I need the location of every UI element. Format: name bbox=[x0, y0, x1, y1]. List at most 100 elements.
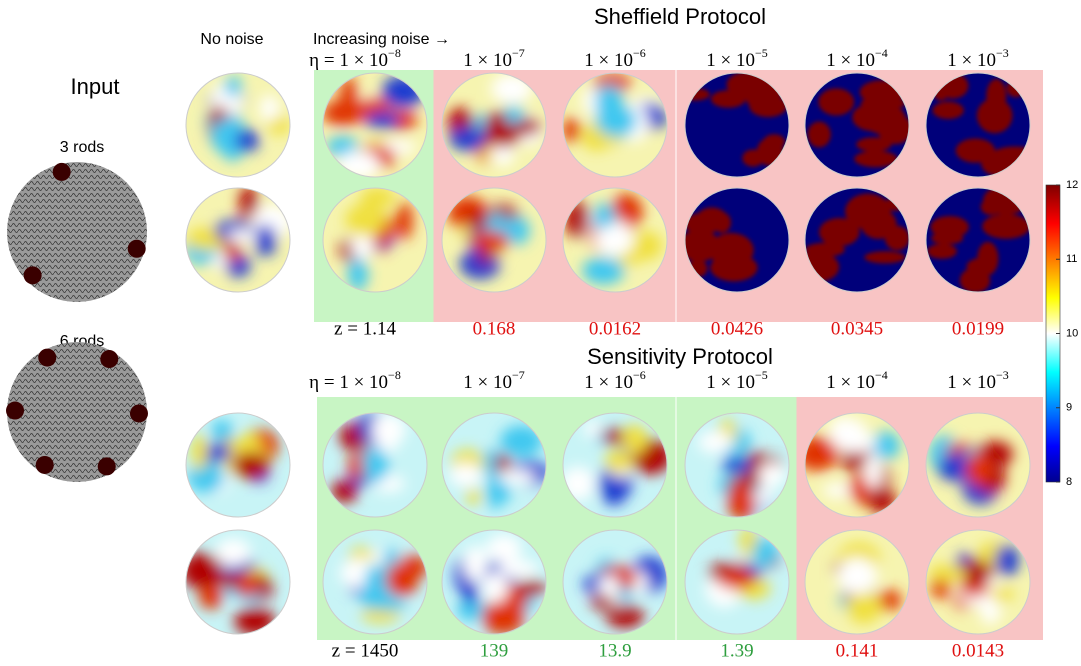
rod bbox=[36, 456, 54, 474]
noise-exponent: −7 bbox=[512, 46, 525, 60]
field-map bbox=[563, 530, 667, 634]
z-score: 0.168 bbox=[473, 318, 516, 339]
blob bbox=[982, 214, 1030, 239]
noise-label: 1 × 10−6 bbox=[584, 368, 646, 394]
noise-mantissa: 1 × 10 bbox=[584, 50, 633, 71]
blob bbox=[482, 572, 508, 603]
blob bbox=[847, 591, 882, 624]
z-score: 0.0426 bbox=[711, 318, 763, 339]
blob bbox=[632, 231, 662, 260]
column-header: No noise bbox=[200, 31, 263, 48]
field-map bbox=[442, 73, 546, 177]
noise-label: 1 × 10−3 bbox=[947, 368, 1009, 394]
colorbar-tick-label: 10 bbox=[1066, 327, 1078, 339]
noise-mantissa: η = 1 × 10 bbox=[309, 50, 388, 71]
z-score: 0.0345 bbox=[831, 318, 883, 339]
noise-exponent: −8 bbox=[388, 368, 401, 382]
blob bbox=[360, 582, 386, 610]
blob bbox=[837, 557, 878, 594]
field-map bbox=[926, 530, 1030, 634]
blob bbox=[698, 431, 733, 453]
figure: Input 3 rods 6 rods No noise Increasing … bbox=[0, 0, 1081, 666]
field-map bbox=[184, 186, 293, 292]
noise-exponent: −5 bbox=[755, 368, 768, 382]
blob bbox=[238, 575, 259, 598]
blob bbox=[995, 545, 1019, 576]
z-score: 0.0143 bbox=[952, 640, 1004, 661]
blob bbox=[227, 230, 257, 244]
blob bbox=[383, 549, 400, 566]
blob bbox=[758, 463, 786, 486]
field-content bbox=[926, 530, 1030, 634]
field-map bbox=[186, 73, 291, 177]
colorbar-tick-label: 11 bbox=[1066, 253, 1077, 265]
input-title: Input bbox=[71, 74, 120, 99]
noise-mantissa: 1 × 10 bbox=[463, 372, 512, 393]
blob bbox=[833, 432, 877, 452]
noise-exponent: −5 bbox=[755, 46, 768, 60]
blob bbox=[927, 244, 957, 259]
rod bbox=[128, 240, 146, 258]
noise-mantissa: 1 × 10 bbox=[947, 50, 996, 71]
noise-mantissa: 1 × 10 bbox=[584, 372, 633, 393]
blob bbox=[499, 560, 539, 577]
blob bbox=[808, 121, 831, 147]
blob bbox=[504, 105, 523, 124]
blob bbox=[929, 566, 967, 582]
blob bbox=[977, 98, 1013, 133]
blob bbox=[232, 452, 269, 479]
field-content bbox=[186, 413, 290, 517]
blob bbox=[722, 457, 753, 472]
noise-exponent: −6 bbox=[633, 368, 646, 382]
noise-exponent: −6 bbox=[633, 46, 646, 60]
field-map bbox=[563, 188, 667, 292]
blob bbox=[211, 420, 232, 441]
field-map bbox=[442, 530, 547, 635]
blob bbox=[235, 129, 259, 152]
noise-label: 1 × 10−5 bbox=[706, 46, 768, 72]
z-score: 13.9 bbox=[598, 640, 631, 661]
z-score: 0.0162 bbox=[589, 318, 641, 339]
blob bbox=[517, 580, 547, 595]
field-map bbox=[186, 413, 290, 517]
blob bbox=[823, 483, 853, 497]
noise-mantissa: η = 1 × 10 bbox=[309, 372, 388, 393]
blob bbox=[322, 100, 364, 126]
blob bbox=[931, 232, 963, 244]
blob bbox=[598, 576, 620, 597]
blob bbox=[965, 453, 993, 485]
blob bbox=[470, 231, 510, 252]
blob bbox=[362, 448, 379, 480]
z-score: z = 1450 bbox=[332, 640, 399, 661]
column-header: Increasing noise → bbox=[313, 31, 450, 48]
field-content bbox=[563, 188, 667, 292]
blob bbox=[224, 76, 242, 97]
blob bbox=[467, 211, 488, 230]
z-score: 1.39 bbox=[720, 640, 753, 661]
noise-exponent: −4 bbox=[875, 368, 888, 382]
input-label: 3 rods bbox=[60, 139, 104, 156]
noise-exponent: −8 bbox=[388, 46, 401, 60]
blob bbox=[595, 85, 623, 120]
blob bbox=[990, 587, 1014, 601]
noise-exponent: −3 bbox=[996, 368, 1009, 382]
field-content bbox=[442, 188, 546, 292]
noise-exponent: −4 bbox=[875, 46, 888, 60]
blob bbox=[199, 585, 223, 609]
field-content bbox=[926, 413, 1030, 517]
input-disks bbox=[6, 162, 148, 482]
blob bbox=[862, 103, 906, 134]
colorbar-tick-label: 12 bbox=[1066, 179, 1078, 191]
field-content bbox=[805, 530, 909, 634]
blob bbox=[745, 79, 772, 108]
z-score: 139 bbox=[480, 640, 509, 661]
blob bbox=[845, 193, 891, 229]
noise-label: 1 × 10−6 bbox=[584, 46, 646, 72]
blob bbox=[396, 202, 412, 240]
blob bbox=[864, 251, 905, 263]
z-score: 0.0199 bbox=[952, 318, 1004, 339]
blob bbox=[188, 462, 225, 493]
blob bbox=[466, 489, 482, 504]
blob bbox=[254, 224, 276, 256]
protocol-title: Sensitivity Protocol bbox=[587, 344, 773, 369]
